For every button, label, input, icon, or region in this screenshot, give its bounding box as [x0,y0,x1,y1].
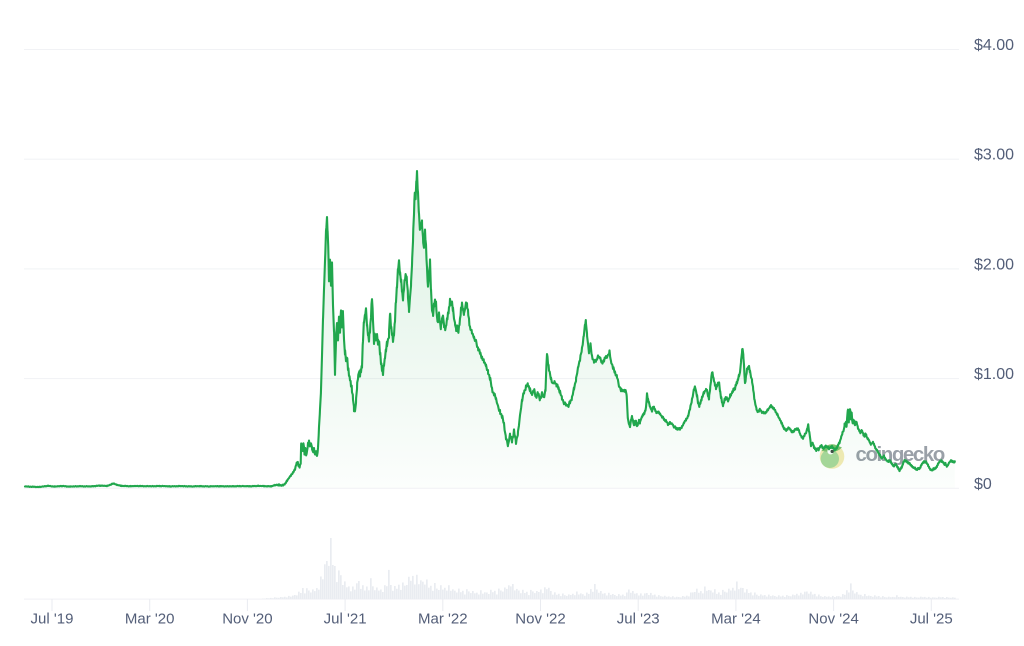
svg-text:Nov '24: Nov '24 [808,611,858,628]
svg-text:$1.00: $1.00 [974,366,1014,383]
svg-text:Nov '20: Nov '20 [222,611,272,628]
svg-text:$2.00: $2.00 [974,256,1014,273]
svg-text:$3.00: $3.00 [974,147,1014,164]
svg-text:Mar '24: Mar '24 [711,611,761,628]
svg-text:Jul '21: Jul '21 [324,611,367,628]
svg-text:$4.00: $4.00 [974,37,1014,54]
svg-text:$0: $0 [974,476,992,493]
svg-text:Mar '22: Mar '22 [418,611,468,628]
svg-text:Jul '23: Jul '23 [617,611,660,628]
svg-text:Jul '19: Jul '19 [31,611,74,628]
svg-text:Nov '22: Nov '22 [515,611,565,628]
svg-text:Mar '20: Mar '20 [125,611,175,628]
svg-text:Jul '25: Jul '25 [910,611,953,628]
